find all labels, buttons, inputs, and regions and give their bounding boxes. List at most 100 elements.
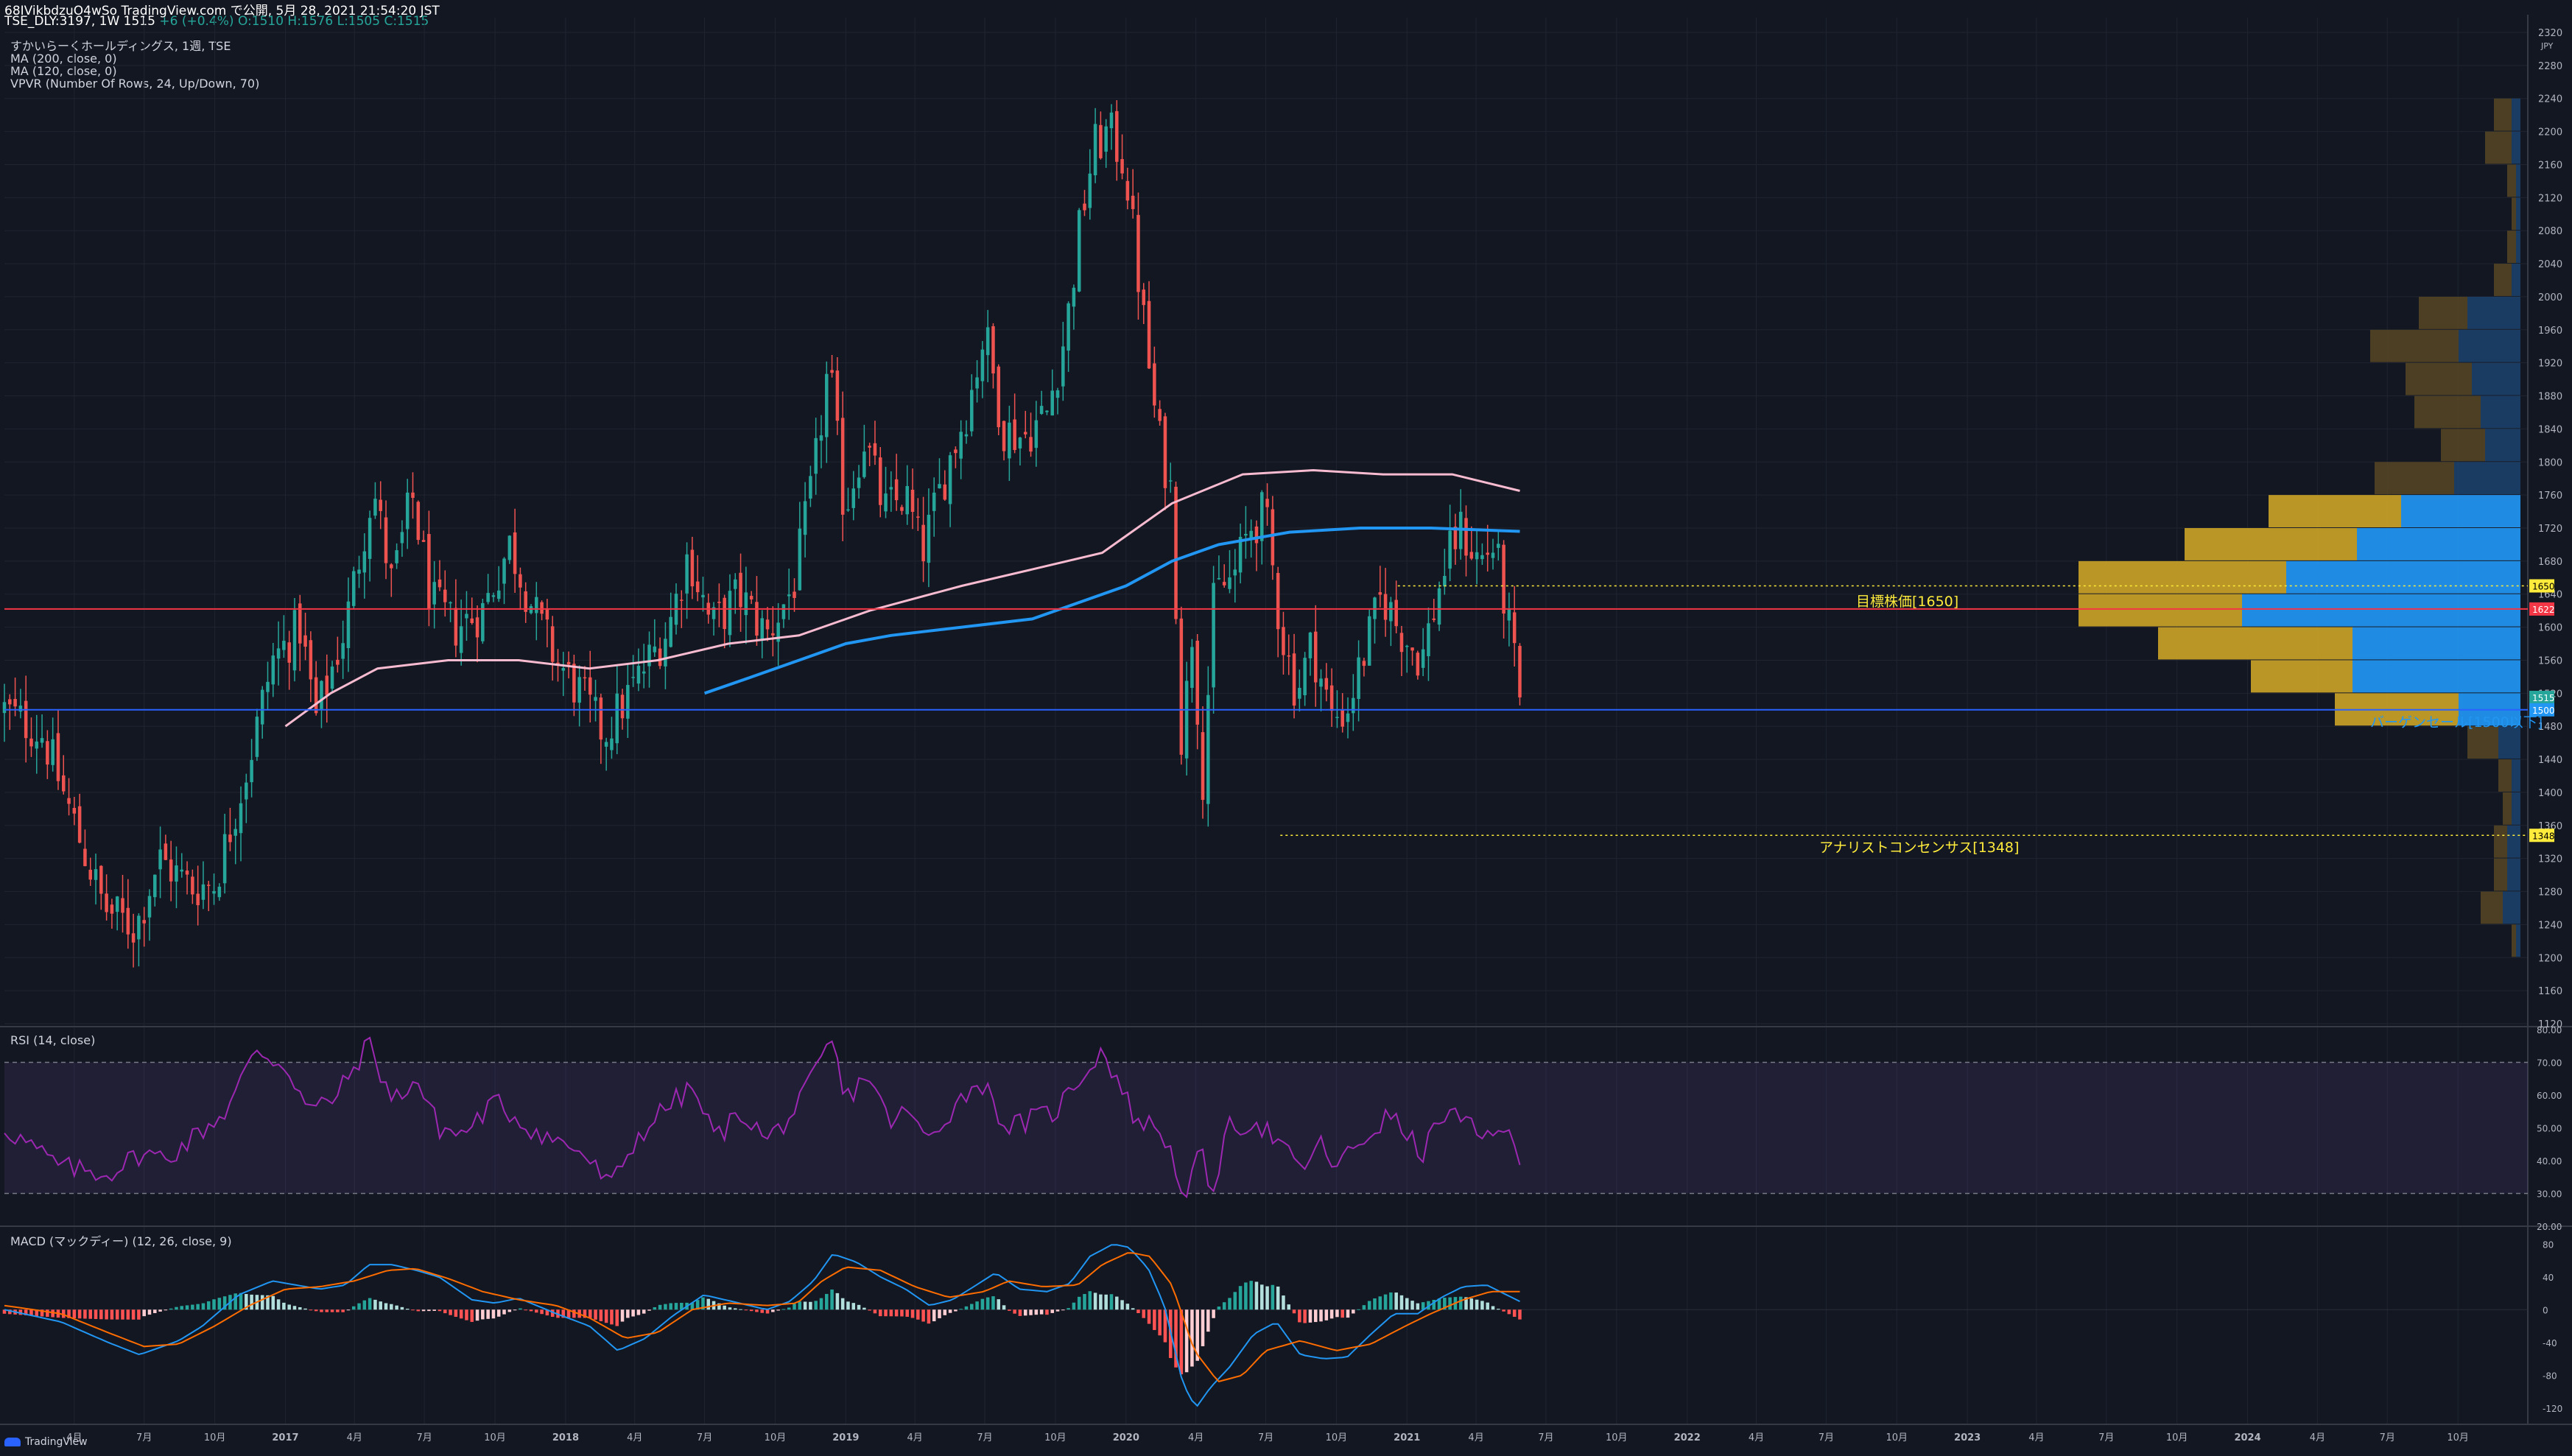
- candle-body: [825, 373, 829, 437]
- candle-body: [1507, 608, 1511, 621]
- macd-histogram-bar: [905, 1309, 909, 1317]
- macd-histogram-bar: [217, 1298, 222, 1310]
- macd-histogram-bar: [330, 1309, 334, 1312]
- price-tag-box: [2529, 829, 2554, 843]
- header-line-1: 68IVikbdzuO4wSo TradingView.com で公開, 5月 …: [4, 4, 440, 18]
- macd-histogram-bar: [583, 1309, 587, 1318]
- macd-axis-tick-label: 0: [2543, 1305, 2548, 1315]
- candle-body: [1346, 713, 1350, 722]
- legend-ma200[interactable]: MA (200, close, 0): [10, 52, 117, 66]
- candle-body: [314, 677, 318, 714]
- macd-histogram-bar: [680, 1302, 684, 1310]
- candle-body: [615, 693, 619, 744]
- candle-body: [749, 596, 753, 599]
- indicator-legend: すかいらーくホールディングス, 1週, TSE MA (200, close, …: [10, 40, 259, 90]
- macd-histogram-bar: [40, 1309, 44, 1317]
- macd-histogram-bar: [540, 1309, 544, 1315]
- macd-histogram-bar: [970, 1304, 974, 1310]
- macd-histogram-bar: [115, 1309, 119, 1320]
- macd-histogram-bar: [459, 1309, 463, 1319]
- rsi-pane-label[interactable]: RSI (14, close): [10, 1033, 96, 1047]
- macd-histogram-bar: [320, 1309, 323, 1312]
- candle-body: [1512, 612, 1517, 644]
- candle-body: [1437, 588, 1441, 625]
- macd-histogram-bar: [1109, 1294, 1114, 1310]
- macd-histogram-bar: [910, 1309, 915, 1318]
- candle-body: [1115, 110, 1119, 162]
- vpvr-up-volume-bar: [2467, 296, 2520, 329]
- legend-title[interactable]: すかいらーくホールディングス, 1週, TSE: [10, 39, 231, 53]
- macd-histogram-bar: [1507, 1309, 1511, 1315]
- legend-ma120[interactable]: MA (120, close, 0): [10, 64, 117, 78]
- candle-body: [298, 603, 302, 644]
- macd-histogram-bar: [1276, 1286, 1280, 1310]
- vpvr-up-volume-bar: [2472, 362, 2520, 395]
- candle-body: [432, 582, 436, 605]
- macd-histogram-bar: [1303, 1309, 1307, 1323]
- macd-histogram-bar: [1228, 1298, 1231, 1310]
- candle-body: [636, 666, 641, 684]
- macd-histogram-bar: [1260, 1284, 1264, 1310]
- macd-histogram-bar: [1265, 1286, 1269, 1310]
- candle-body: [271, 655, 275, 685]
- macd-histogram-bar: [470, 1309, 474, 1322]
- macd-histogram-bar: [233, 1293, 237, 1310]
- legend-vpvr[interactable]: VPVR (Number Of Rows, 24, Up/Down, 70): [10, 77, 260, 91]
- macd-histogram-bar: [938, 1309, 941, 1318]
- price-axis-tick-label: 2080: [2538, 226, 2562, 237]
- candle-body: [175, 865, 178, 882]
- candle-body: [1394, 599, 1398, 627]
- vpvr-up-volume-bar: [2286, 560, 2520, 594]
- consensus-annotation[interactable]: アナリストコンセンサス[1348]: [1819, 840, 2020, 857]
- macd-histogram-bar: [1077, 1296, 1081, 1310]
- macd-histogram-bar: [72, 1309, 77, 1318]
- macd-histogram-bar: [572, 1309, 576, 1318]
- candle-body: [1206, 694, 1210, 804]
- date-axis-tick-label: 4月: [2310, 1432, 2325, 1443]
- candle-body: [77, 806, 82, 843]
- candle-body: [1029, 437, 1033, 452]
- macd-histogram-bar: [1099, 1294, 1103, 1310]
- macd-histogram-bar: [1416, 1303, 1420, 1310]
- macd-histogram-bar: [545, 1309, 549, 1316]
- price-axis-tick-label: 2200: [2538, 127, 2562, 138]
- rsi-axis-tick-label: 80.00: [2537, 1025, 2562, 1035]
- macd-axis-tick-label: 80: [2543, 1239, 2554, 1250]
- candle-body: [1131, 195, 1135, 209]
- candle-body: [642, 671, 646, 674]
- candle-body: [233, 829, 237, 836]
- candle-body: [507, 535, 512, 560]
- price-axis-tick-label: 1400: [2538, 788, 2562, 799]
- vpvr-down-volume-bar: [2158, 627, 2353, 660]
- date-axis-tick-label: 7月: [1819, 1432, 1834, 1443]
- macd-histogram-bar: [728, 1307, 732, 1310]
- candle-body: [1055, 390, 1060, 398]
- macd-pane-label[interactable]: MACD (マックディー) (12, 26, close, 9): [10, 1234, 232, 1248]
- date-axis-tick-label: 4月: [2028, 1432, 2044, 1443]
- bargain-annotation[interactable]: バーゲンセール[1500以下]: [2370, 714, 2543, 731]
- target-price-annotation[interactable]: 目標株価[1650]: [1856, 593, 1959, 610]
- candle-body: [1486, 552, 1489, 555]
- vpvr-up-volume-bar: [2353, 660, 2520, 693]
- macd-histogram-bar: [164, 1309, 168, 1311]
- macd-histogram-bar: [1147, 1309, 1151, 1324]
- macd-histogram-bar: [158, 1309, 162, 1312]
- price-axis-tick-label: 1600: [2538, 623, 2562, 634]
- candle-body: [416, 502, 421, 541]
- vpvr-down-volume-bar: [2507, 231, 2516, 264]
- date-axis-tick-label: 10月: [2447, 1432, 2469, 1443]
- candle-body: [626, 685, 630, 719]
- candle-body: [1308, 632, 1313, 658]
- macd-histogram-bar: [776, 1309, 780, 1311]
- macd-histogram-bar: [142, 1309, 146, 1317]
- candle-body: [1190, 647, 1194, 689]
- candle-body: [325, 675, 329, 695]
- candle-body: [206, 884, 211, 886]
- macd-histogram-bar: [390, 1304, 393, 1310]
- macd-histogram-bar: [1158, 1309, 1162, 1336]
- tradingview-logo[interactable]: TradingView: [4, 1436, 88, 1448]
- candle-body: [1008, 422, 1011, 459]
- candle-body: [438, 579, 442, 588]
- candle-body: [222, 834, 227, 884]
